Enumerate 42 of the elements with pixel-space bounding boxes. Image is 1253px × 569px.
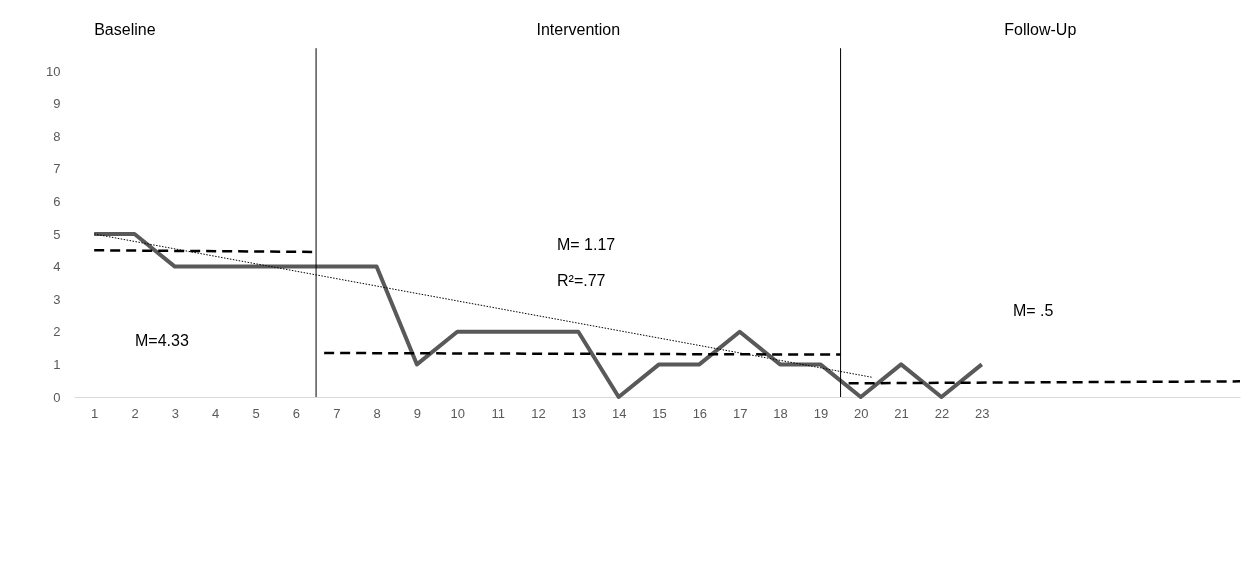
x-tick-label: 22 (934, 405, 950, 421)
x-tick-label: 4 (212, 405, 220, 421)
x-tick-label: 9 (413, 405, 422, 421)
y-tick-label: 10 (46, 63, 61, 79)
x-tick-label: 7 (333, 405, 341, 421)
text: Baseline (94, 21, 156, 38)
x-tick-label: 21 (894, 405, 909, 421)
y-tick-label: 8 (53, 128, 61, 144)
y-tick-label: 9 (53, 96, 61, 112)
x-tick-label: 19 (813, 405, 829, 421)
x-tick-label: 2 (131, 405, 139, 421)
y-tick-label: 6 (53, 193, 61, 209)
x-tick-label: 20 (854, 405, 869, 421)
x-tick-label: 11 (491, 405, 505, 421)
x-tick-label: 17 (732, 405, 748, 421)
annotation: M= 1.17 (557, 236, 616, 253)
x-tick-label: 23 (975, 405, 990, 421)
line-series (92, 232, 984, 399)
x-tick-label: 16 (692, 405, 708, 421)
x-tick-label: 14 (611, 405, 627, 421)
text: Intervention (536, 21, 621, 38)
y-tick-label: 7 (53, 161, 61, 177)
annotation: M=4.33 (135, 332, 189, 349)
x-tick-label: 1 (91, 405, 99, 421)
y-tick-label: 4 (53, 259, 61, 275)
x-tick-label: 5 (252, 405, 260, 421)
y-tick-label: 0 (53, 389, 61, 405)
x-tick-label: 13 (571, 405, 587, 421)
x-tick-label: 15 (652, 405, 667, 421)
x-tick-label: 8 (373, 405, 381, 421)
y-tick-label: 3 (53, 291, 61, 307)
x-tick-label: 6 (292, 405, 301, 421)
text: Follow-Up (1004, 21, 1077, 38)
annotation: R²=.77 (557, 272, 606, 289)
x-tick-label: 10 (450, 405, 466, 421)
annotation: M= .5 (1013, 302, 1054, 319)
x-tick-label: 12 (531, 405, 546, 421)
y-tick-label: 5 (53, 226, 61, 242)
x-tick-label: 18 (773, 405, 788, 421)
y-tick-label: 2 (53, 324, 61, 340)
y-tick-label: 1 (53, 356, 61, 372)
x-tick-label: 3 (171, 405, 179, 421)
